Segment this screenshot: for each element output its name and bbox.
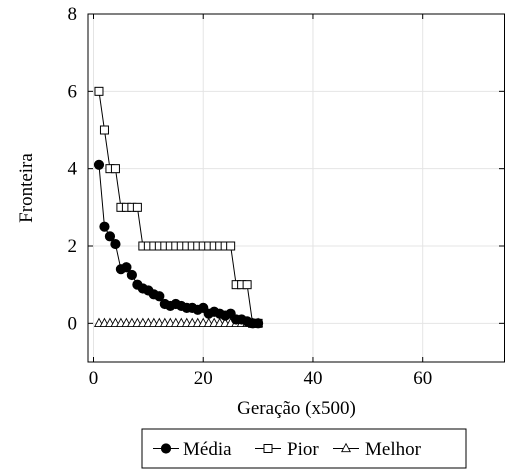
series-1 [94, 86, 263, 328]
y-tick-label: 0 [68, 313, 78, 334]
data-point [93, 159, 105, 170]
data-point [252, 318, 264, 329]
y-tick-label: 4 [68, 159, 78, 180]
data-point [94, 86, 104, 96]
legend-swatch-marker [341, 442, 351, 453]
x-tick-label: 60 [413, 368, 432, 389]
y-tick-label: 8 [68, 4, 78, 25]
series-0 [93, 159, 264, 329]
data-point [154, 291, 165, 302]
legend-label: Média [183, 439, 232, 460]
x-axis-label: Geração (x500) [237, 398, 356, 419]
grid [88, 13, 505, 362]
legend-swatch-marker [263, 444, 273, 453]
y-tick-label: 6 [68, 81, 78, 102]
data-point [104, 231, 116, 242]
data-point [110, 164, 120, 174]
x-tick-label: 20 [194, 368, 213, 389]
axis-ticks: 0 20 40 60 0 2 4 6 8 [68, 4, 504, 389]
legend-swatch-marker [160, 443, 172, 454]
y-tick-label: 2 [68, 236, 78, 257]
data-point [99, 125, 109, 135]
plot-frame [87, 13, 505, 363]
data-point [110, 238, 121, 250]
legend-label: Melhor [365, 439, 422, 460]
data-point [126, 269, 137, 281]
legend-label: Pior [287, 439, 319, 460]
x-tick-label: 0 [89, 368, 99, 389]
data-point [226, 241, 236, 251]
legend: Média Pior Melhor [141, 428, 467, 469]
data-point [242, 280, 252, 290]
y-axis-label: Fronteira [16, 153, 37, 223]
data-point [99, 221, 110, 232]
legend-box [141, 428, 467, 469]
x-tick-label: 40 [303, 368, 322, 389]
data-point [132, 202, 142, 212]
series-layer [93, 86, 264, 329]
data-point [121, 262, 132, 273]
